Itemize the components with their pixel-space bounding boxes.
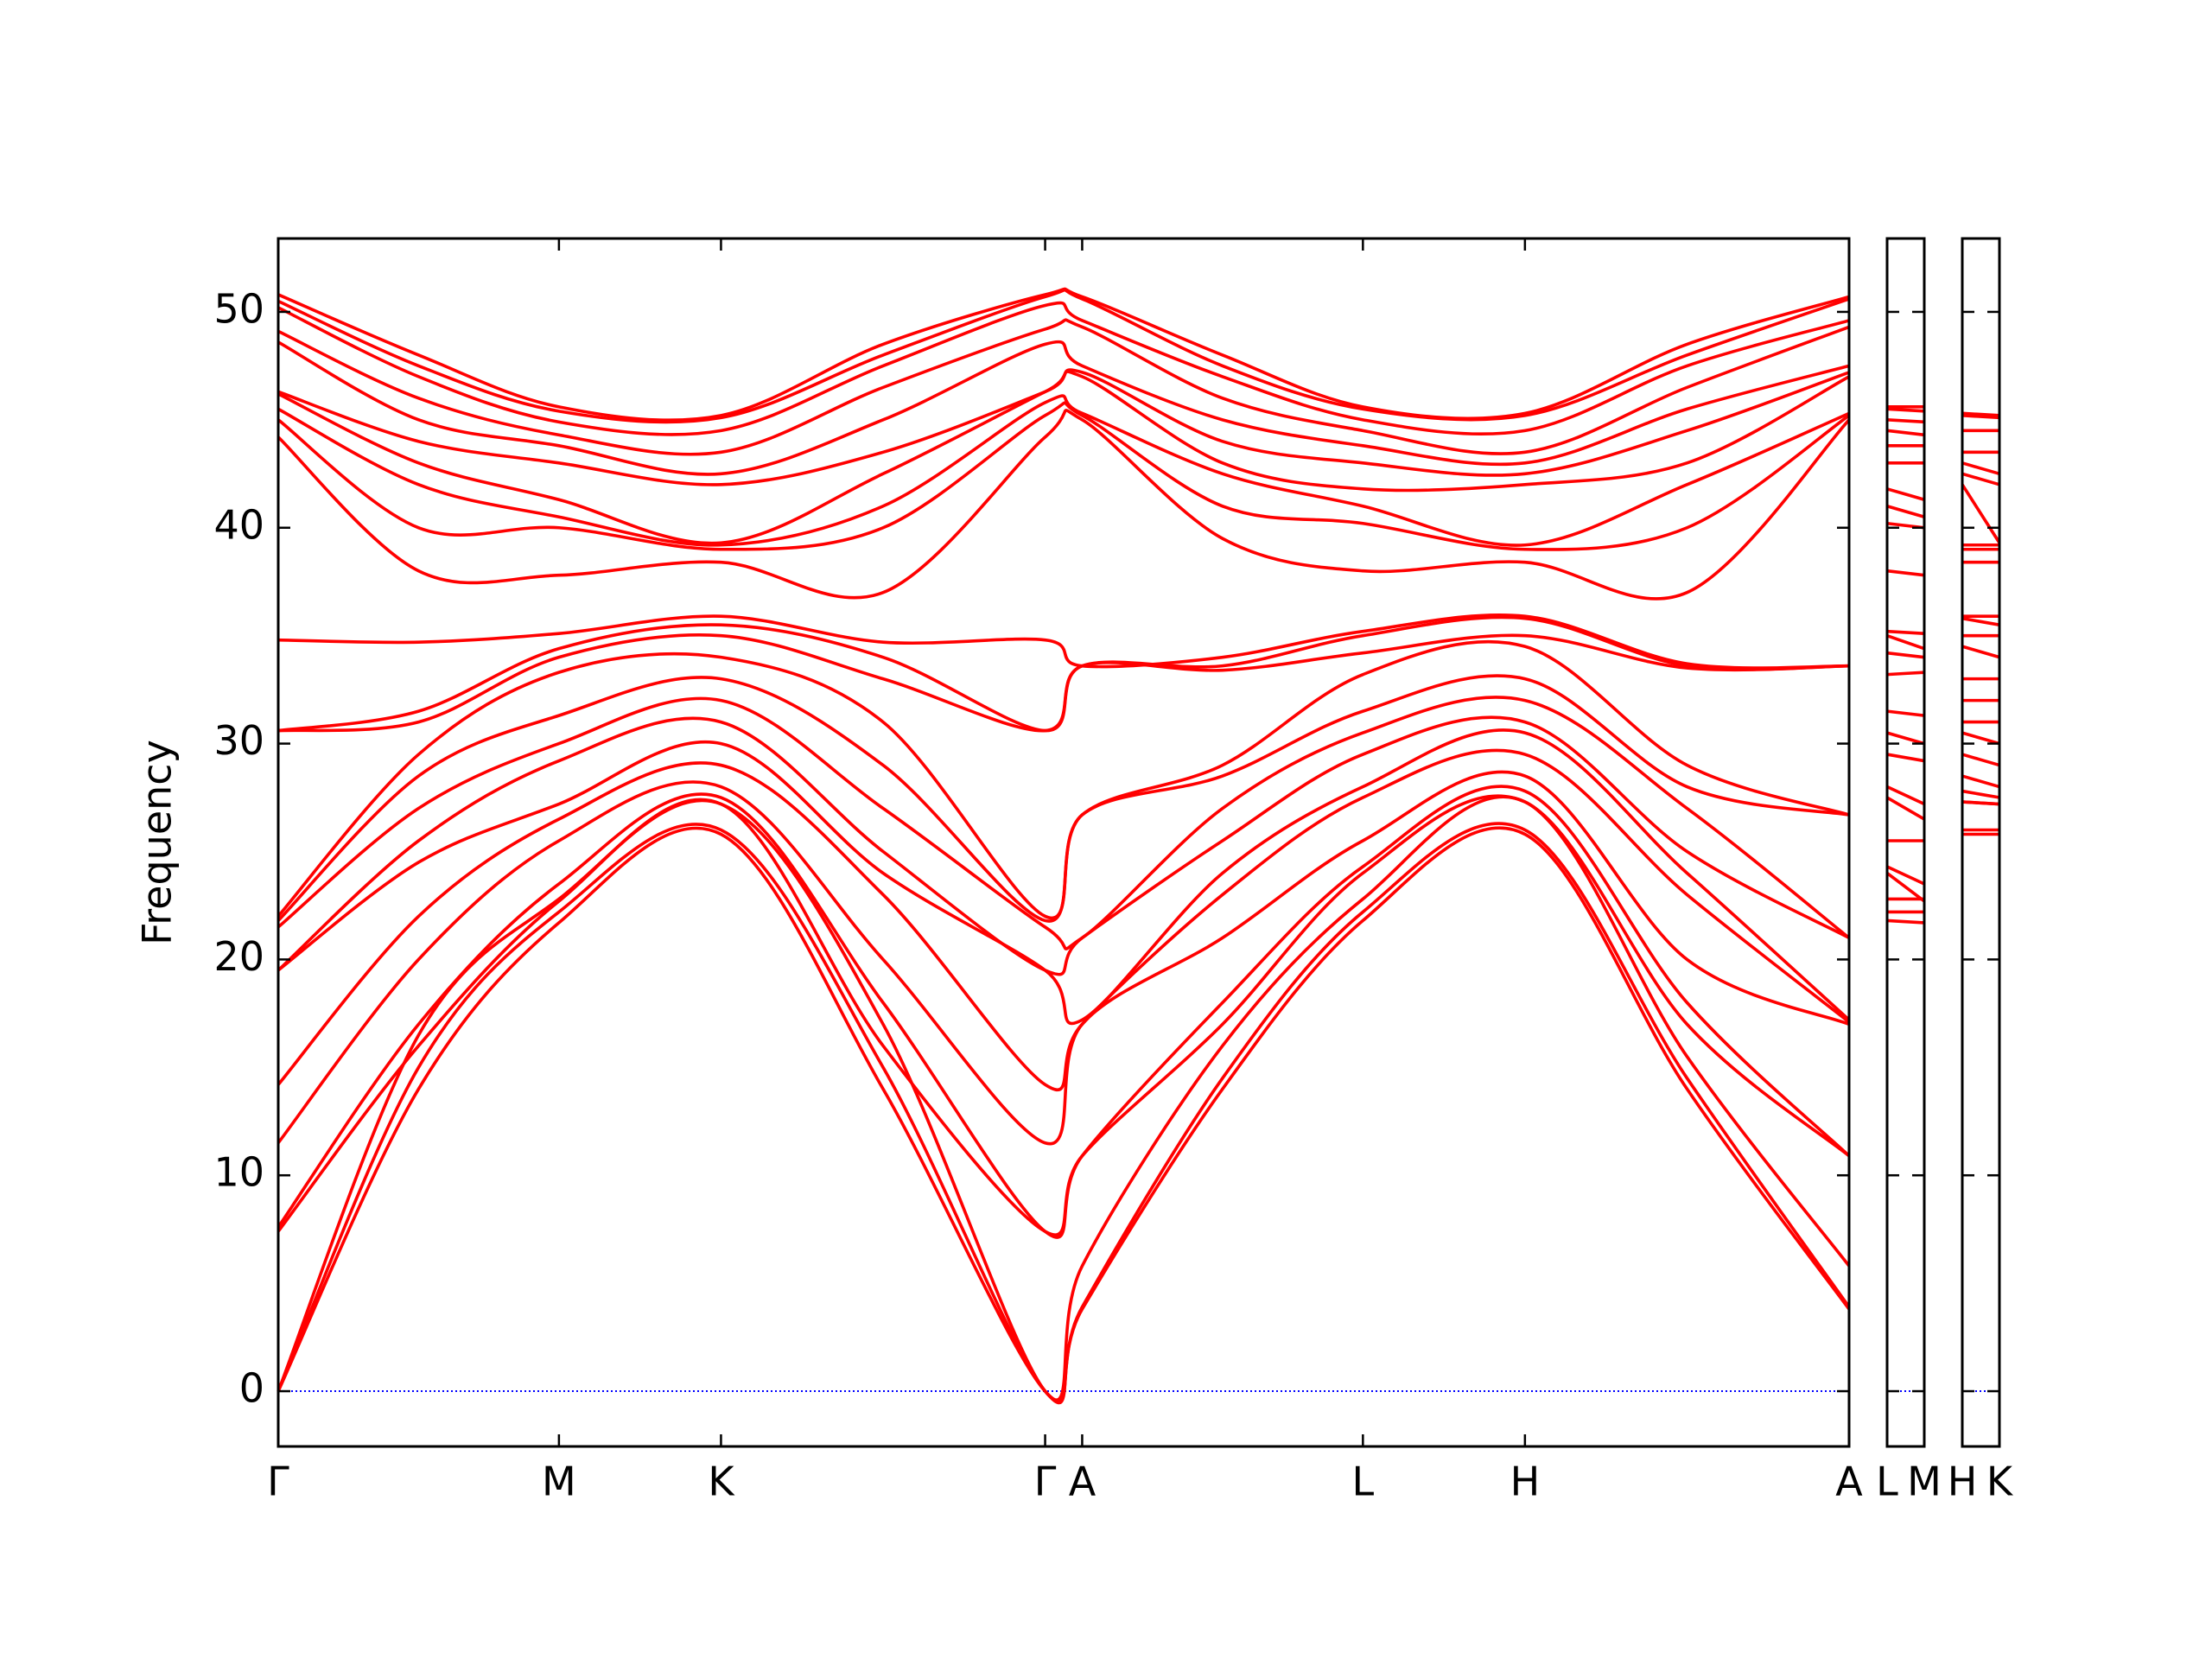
band-line	[1886, 785, 1925, 806]
band-line	[1961, 789, 2000, 799]
y-tick-label: 20	[213, 933, 264, 980]
x-tick-label: K	[708, 1459, 735, 1505]
band-line	[1961, 472, 2000, 486]
band-line	[277, 368, 1850, 486]
band-line	[276, 696, 1851, 950]
band-line	[1961, 411, 2000, 417]
band-line	[1886, 753, 1925, 763]
band-line	[277, 613, 1850, 670]
band-line	[1885, 872, 1926, 903]
band-line	[276, 785, 1851, 1239]
band-line	[1961, 461, 2000, 476]
band-line	[1886, 407, 1925, 413]
band-line	[276, 639, 1850, 920]
band-line	[1886, 418, 1925, 424]
band-line	[1886, 505, 1925, 518]
band-line	[1961, 753, 2000, 767]
band-line	[1961, 800, 2000, 806]
x-tick-label: Γ	[1034, 1459, 1057, 1505]
x-tick-label: H	[1948, 1459, 1978, 1505]
x-tick-label: A	[1835, 1459, 1863, 1505]
y-tick-label: 50	[213, 285, 264, 332]
band-line	[1886, 671, 1925, 677]
y-tick-label: 0	[239, 1365, 264, 1412]
x-tick-label: L	[1876, 1459, 1898, 1505]
band-line	[1886, 709, 1925, 717]
band-line	[1886, 487, 1925, 502]
band-line	[1961, 774, 2000, 789]
band-line	[1961, 616, 2000, 626]
x-tick-label: L	[1352, 1459, 1375, 1505]
y-axis-label: Frequency	[134, 740, 181, 945]
band-line	[276, 794, 1851, 1236]
x-tick-label: M	[1907, 1459, 1942, 1505]
band-line	[1886, 629, 1925, 635]
y-tick-label: 30	[213, 717, 264, 764]
band-line	[276, 715, 1850, 976]
band-line	[276, 748, 1851, 1092]
band-line	[1886, 569, 1925, 577]
band-line	[276, 401, 1851, 551]
plot-frame	[1961, 237, 2001, 1448]
band-line	[276, 770, 1850, 1146]
x-tick-label: H	[1510, 1459, 1541, 1505]
x-tick-label: K	[1986, 1459, 2014, 1505]
band-line	[276, 728, 1851, 1026]
y-tick-label: 40	[213, 501, 264, 548]
plot-frame	[1885, 237, 1926, 1448]
band-line	[1961, 645, 2000, 659]
plot-frame	[276, 237, 1851, 1448]
band-line	[1886, 651, 1925, 659]
band-line	[276, 409, 1851, 601]
band-line	[1886, 429, 1925, 437]
band-line	[1886, 865, 1925, 886]
x-tick-label: Γ	[267, 1459, 289, 1505]
band-line	[1961, 731, 2000, 746]
x-tick-label: M	[542, 1459, 576, 1505]
band-line	[1886, 918, 1925, 925]
x-tick-label: A	[1069, 1459, 1096, 1505]
y-tick-label: 10	[213, 1149, 264, 1196]
band-line	[277, 301, 1850, 436]
band-line	[277, 318, 1850, 456]
band-line	[1961, 483, 2001, 544]
band-line	[1886, 633, 1925, 651]
band-line	[277, 340, 1850, 476]
band-line	[1886, 796, 1925, 821]
band-line	[276, 822, 1851, 1405]
band-line	[277, 394, 1850, 547]
band-line	[277, 615, 1850, 733]
band-line	[277, 287, 1850, 422]
band-line	[1886, 731, 1925, 746]
band-line	[1961, 414, 2000, 420]
